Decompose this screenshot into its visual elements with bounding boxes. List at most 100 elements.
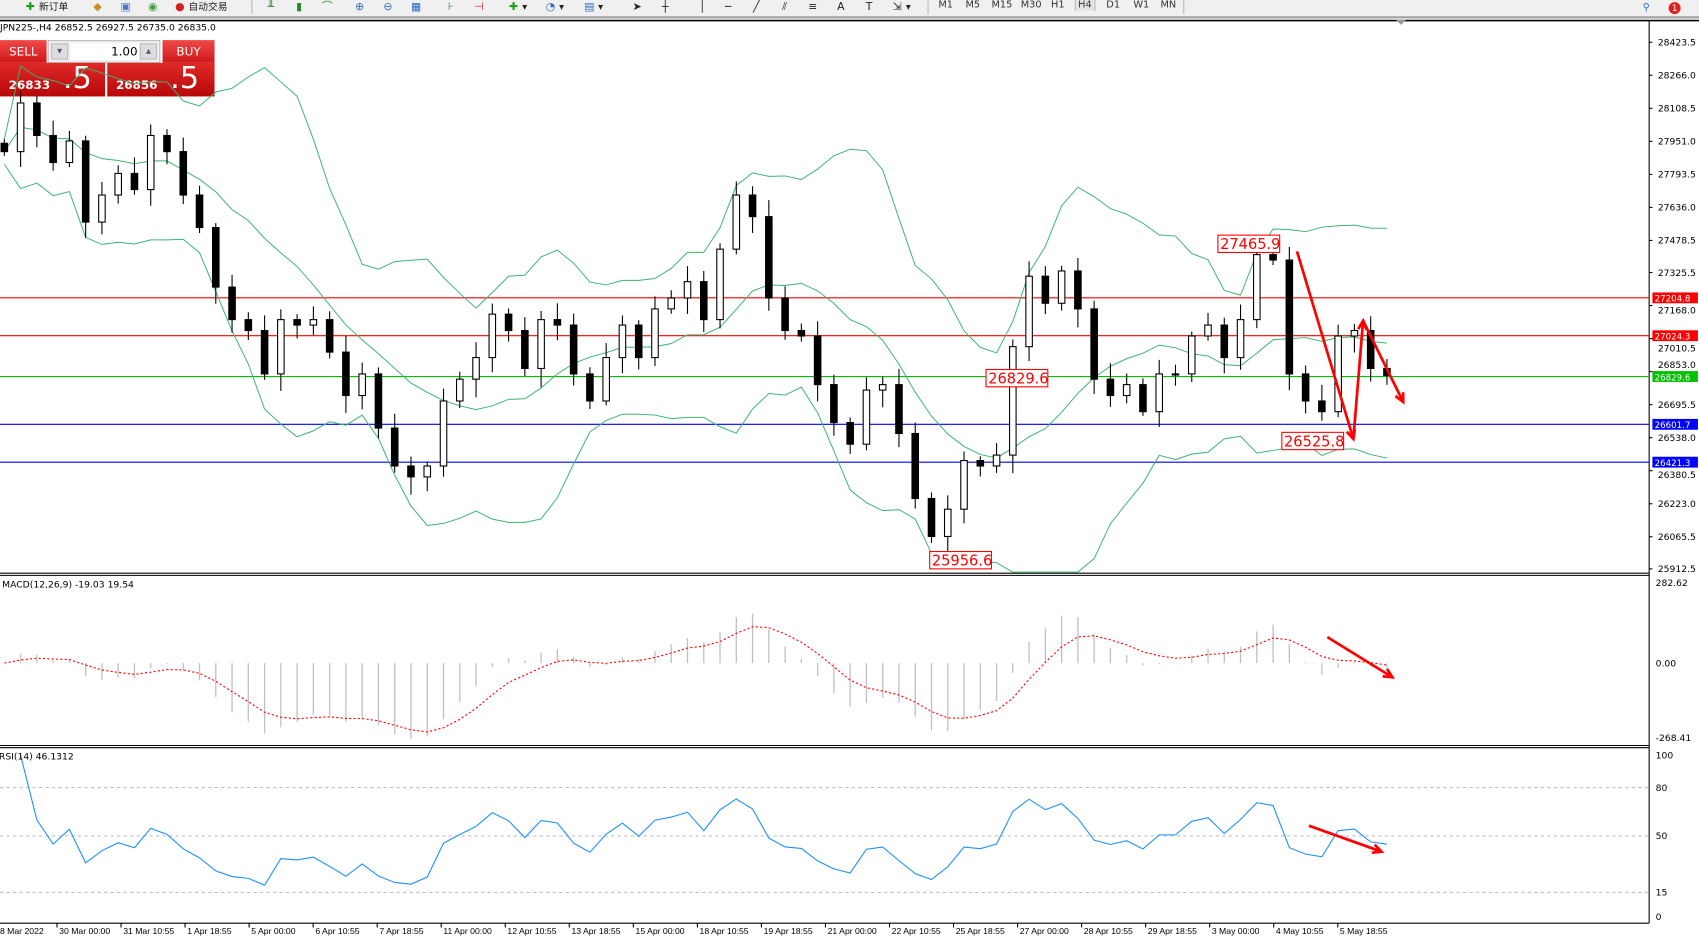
line-chart-icon[interactable]: ⌒ — [321, 0, 333, 13]
bear-candle — [1318, 400, 1326, 413]
text-label-icon[interactable]: T — [865, 0, 873, 13]
price-annotation: 26829.6 — [988, 371, 1048, 388]
bull-candle — [146, 134, 155, 191]
bull-candle — [277, 319, 285, 375]
time-label: 12 Apr 10:55 — [507, 926, 556, 936]
candlestick-icon[interactable]: ▮ — [296, 0, 303, 13]
equidistant-channel-icon[interactable]: ⫽ — [782, 0, 787, 13]
bear-candle — [407, 465, 415, 478]
lot-decrease-button[interactable]: ▼ — [50, 43, 69, 60]
price-annotation-box — [1217, 234, 1281, 254]
templates-icon[interactable]: ▤ ▾ — [584, 0, 604, 14]
bear-candle — [390, 427, 399, 467]
notifications-button[interactable]: 1 — [1668, 0, 1681, 15]
fibonacci-icon[interactable]: ≡ — [808, 0, 818, 13]
autoscroll-icon[interactable]: ⊣ — [474, 0, 484, 13]
time-label: 28 Mar 2022 — [0, 926, 44, 936]
price-tick-label: 26223.0 — [1658, 499, 1696, 510]
price-line-label-bg — [1652, 456, 1698, 468]
arrows-icon[interactable]: ⇲ ▾ — [892, 0, 911, 14]
timeframe-w1[interactable]: W1 — [1133, 0, 1150, 11]
autotrading-button[interactable]: ● 自动交易 — [175, 0, 228, 14]
bull-candle — [618, 324, 627, 359]
price-annotation: 27465.9 — [1220, 236, 1280, 253]
tile-windows-icon[interactable]: ▦ — [410, 0, 422, 13]
bull-candle — [651, 308, 659, 359]
time-label: 15 Apr 00:00 — [636, 926, 685, 936]
bear-candle — [195, 194, 204, 229]
price-tick-label: 27325.5 — [1658, 268, 1696, 279]
horizontal-line-icon[interactable]: ─ — [724, 0, 732, 13]
bear-candle — [895, 384, 903, 435]
new-order-button[interactable]: ✚ 新订单 — [25, 0, 69, 14]
sell-button[interactable]: SELL — [0, 40, 47, 63]
price-line-label-bg — [1652, 418, 1698, 430]
bear-candle — [846, 422, 854, 445]
bear-candle — [927, 497, 936, 538]
bear-candle — [0, 142, 9, 153]
chart-shift-icon[interactable]: ⊦ — [447, 0, 454, 13]
time-label: 29 Apr 18:55 — [1148, 926, 1197, 936]
timeframe-m30[interactable]: M30 — [1020, 0, 1042, 11]
macd-signal-line — [4, 626, 1388, 733]
bull-candle — [455, 378, 464, 402]
separator — [927, 0, 929, 15]
timeframe-h4[interactable]: H4 — [1074, 0, 1095, 11]
crosshair-icon[interactable]: ┼ — [662, 0, 669, 13]
price-tick-label: 27010.5 — [1658, 343, 1696, 354]
time-label: 3 May 00:00 — [1212, 926, 1260, 936]
time-label: 6 Apr 10:55 — [315, 926, 359, 936]
bear-candle — [1301, 373, 1310, 402]
timeframe-m15[interactable]: M15 — [991, 0, 1013, 11]
autotrading-icon: ● — [175, 0, 185, 13]
bear-candle — [1041, 275, 1050, 304]
price-tick-label: 27168.0 — [1658, 306, 1696, 317]
price-line-label: 26601.7 — [1655, 421, 1691, 431]
price-line-label: 27204.8 — [1655, 295, 1691, 305]
cursor-icon[interactable]: ➤ — [632, 0, 642, 13]
chart-shift-marker — [1395, 19, 1407, 25]
terminal-button[interactable]: ▣ — [119, 0, 132, 15]
timeframe-m1[interactable]: M1 — [938, 0, 953, 11]
zoom-out-icon[interactable]: ⊖ — [383, 0, 393, 13]
macd-label: MACD(12,26,9) -19.03 19.54 — [2, 579, 134, 590]
price-tick-label: 27636.0 — [1658, 203, 1696, 214]
bull-candle — [488, 313, 497, 359]
lot-size-input[interactable] — [70, 43, 140, 60]
price-tick-label: 25912.5 — [1658, 564, 1696, 575]
bear-candle — [1139, 384, 1147, 413]
history-button[interactable]: ◆ — [91, 0, 104, 15]
bull-candle — [1350, 329, 1359, 337]
buy-price[interactable]: 26856 .5 — [107, 60, 215, 97]
bear-candle — [130, 172, 139, 191]
bull-candle — [1122, 384, 1131, 397]
trendline-icon[interactable]: ╱ — [753, 0, 760, 13]
time-label: 1 Apr 18:55 — [187, 926, 231, 936]
indicators-icon[interactable]: ✚ ▾ — [509, 0, 528, 14]
lot-increase-button[interactable]: ▲ — [139, 43, 158, 60]
vertical-line-icon[interactable]: │ — [698, 0, 706, 13]
bar-chart-icon[interactable]: ╨ — [267, 0, 275, 13]
bull-candle — [65, 140, 74, 164]
bull-candle — [16, 102, 25, 153]
timeframe-d1[interactable]: D1 — [1106, 0, 1121, 11]
timeframe-m5[interactable]: M5 — [965, 0, 981, 11]
signal-button[interactable]: ◉ — [146, 0, 159, 15]
timeframe-mn[interactable]: MN — [1160, 0, 1177, 11]
buy-button[interactable]: BUY — [162, 40, 215, 63]
sell-price[interactable]: 26833 .5 — [0, 60, 106, 97]
bear-candle — [634, 324, 643, 359]
timeframe-h1[interactable]: H1 — [1051, 0, 1065, 11]
price-line-label: 26421.3 — [1655, 459, 1691, 469]
search-icon[interactable]: ⚲ — [1642, 2, 1650, 14]
bollinger-middle — [3, 126, 1387, 459]
bull-candle — [862, 389, 871, 445]
zoom-in-icon[interactable]: ⊕ — [355, 0, 365, 13]
text-icon[interactable]: A — [837, 0, 845, 13]
periods-icon[interactable]: ◔ ▾ — [545, 0, 565, 14]
time-label: 13 Apr 18:55 — [571, 926, 620, 936]
rsi-axis-label: 50 — [1656, 831, 1668, 842]
price-line-label-bg — [1652, 292, 1698, 304]
price-tick-label: 27793.5 — [1658, 170, 1696, 181]
macd-down-arrow-head — [1382, 668, 1396, 679]
